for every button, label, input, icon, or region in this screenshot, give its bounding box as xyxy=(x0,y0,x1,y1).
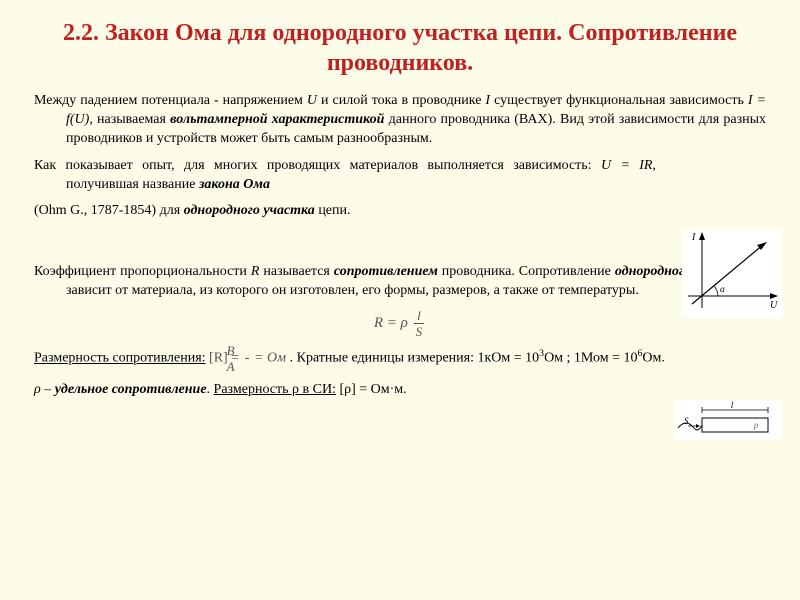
label-s: S xyxy=(684,416,689,426)
text: проводника. Сопротивление xyxy=(438,264,615,279)
text: , называемая xyxy=(89,112,170,127)
text: . Кратные единицы измерения: 1кОм = 10 xyxy=(286,351,539,366)
text: . xyxy=(207,382,214,397)
fraction-lS: l S xyxy=(412,309,427,338)
text: Коэффициент пропорциональности xyxy=(34,264,251,279)
term-vah: вольтамперной характеристикой xyxy=(170,112,384,127)
term-homogeneous: однородного участка xyxy=(184,203,315,218)
paragraph-dimension: Размерность сопротивления: [R] = B A = О… xyxy=(34,344,766,373)
var-U: U xyxy=(307,93,317,108)
text: [ρ] = Ом·м. xyxy=(336,382,407,397)
text: и силой тока в проводнике xyxy=(317,93,485,108)
text: Ом. xyxy=(642,351,664,366)
page-title: 2.2. Закон Ома для однородного участка ц… xyxy=(34,18,766,78)
paragraph-rho: ρ – удельное сопротивление. Размерность … xyxy=(34,381,766,400)
figure-conductor: l S ρ xyxy=(674,400,782,440)
figure-iu-graph: α I U xyxy=(682,230,782,318)
term-ohm-law: закона Ома xyxy=(199,177,270,192)
axis-x-label: U xyxy=(770,300,778,311)
svg-text:ρ: ρ xyxy=(753,420,759,430)
text: Ом ; 1Мом = 10 xyxy=(544,351,637,366)
paragraph-resistance: Коэффициент пропорциональности R называе… xyxy=(34,263,766,301)
text: (Ohm G., 1787-1854) для xyxy=(34,203,184,218)
text: существует функциональная зависимость xyxy=(490,93,748,108)
text: Между падением потенциала - напряжением xyxy=(34,93,307,108)
text: называется xyxy=(259,264,333,279)
text-rho: ρ – xyxy=(34,382,55,397)
formula-resistance: R = ρ l S xyxy=(34,309,766,338)
formula-R: R xyxy=(374,315,383,331)
text-eq-ohm: = Ом xyxy=(251,351,287,366)
paragraph-ohm-ref: (Ohm G., 1787-1854) для однородного учас… xyxy=(34,202,766,221)
label-dim-rho: Размерность ρ в СИ: xyxy=(214,382,336,397)
label-dim-R: Размерность сопротивления: xyxy=(34,351,206,366)
formula-eq: = ρ xyxy=(383,315,408,331)
eq-UIR: U = IR xyxy=(601,158,653,173)
term-resistivity: удельное сопротивление xyxy=(55,382,207,397)
frac-den-A: A xyxy=(245,359,249,373)
frac-num-B: B xyxy=(245,344,249,359)
text: Как показывает опыт, для многих проводящ… xyxy=(34,158,601,173)
paragraph-vah: Между падением потенциала - напряжением … xyxy=(34,92,766,149)
text: зависит от материала, из которого он изг… xyxy=(66,283,639,298)
frac-num: l xyxy=(414,309,425,324)
axis-y-label: I xyxy=(691,232,696,243)
term-resistance: сопротивлением xyxy=(334,264,438,279)
frac-den: S xyxy=(414,324,425,338)
text: цепи. xyxy=(315,203,351,218)
text: [R] = xyxy=(206,351,243,366)
paragraph-ohm: Как показывает опыт, для многих проводящ… xyxy=(34,157,766,195)
angle-label: α xyxy=(720,284,725,294)
fraction-BA: B A xyxy=(243,344,251,373)
